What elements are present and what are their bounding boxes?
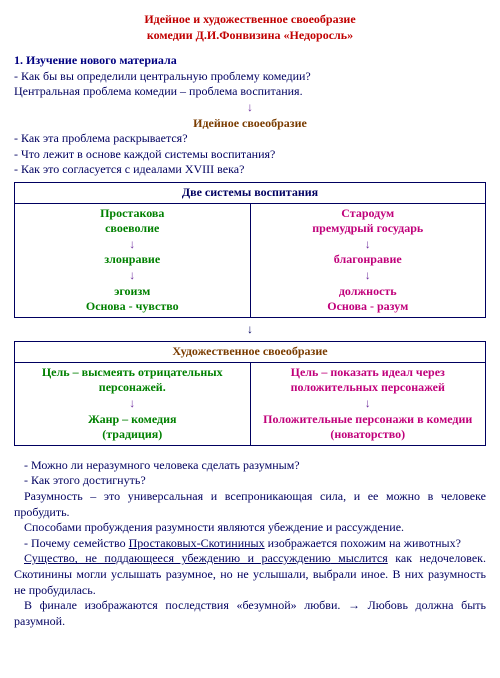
title-line1: Идейное и художественное своеобразие (144, 12, 355, 26)
arrow-down: ↓ (129, 237, 135, 251)
t2r1: Цель – показать идеал через положительны… (291, 365, 445, 395)
t1r2: премудрый государь (312, 221, 423, 235)
title-line2: комедии Д.И.Фонвизина «Недоросль» (147, 28, 353, 42)
t1l4: эгоизм (114, 284, 150, 298)
p5b: Простаковых-Скотининых (129, 536, 265, 550)
t2l2: Жанр – комедия (88, 412, 177, 426)
question-3: - Что лежит в основе каждой системы восп… (14, 147, 486, 163)
p6a: Существо, не поддающееся убеждению и рас… (24, 551, 331, 565)
t2l3: (традиция) (102, 427, 162, 441)
para-6: Существо, не поддающееся убеждению и рас… (14, 551, 486, 598)
arrow-down: ↓ (365, 237, 371, 251)
t1r4: должность (339, 284, 397, 298)
table1-left-cell: Простакова своеволие ↓ злонравие ↓ эгоиз… (15, 203, 251, 317)
table1-right-cell: Стародум премудрый государь ↓ благонрави… (250, 203, 486, 317)
t1l5: Основа - чувство (86, 299, 179, 313)
answer-1: Центральная проблема комедии – проблема … (14, 84, 486, 100)
t2r2: Положительные персонажи в комедии (263, 412, 472, 426)
arrow-down: ↓ (14, 100, 486, 116)
arrow-down: ↓ (365, 396, 371, 410)
para-2: - Как этого достигнуть? (14, 473, 486, 489)
p5c: изображается похожим на животных? (265, 536, 461, 550)
main-title: Идейное и художественное своеобразие ком… (14, 12, 486, 43)
arrow-down: ↓ (129, 396, 135, 410)
heading-ideological: Идейное своеобразие (14, 116, 486, 132)
t1r1: Стародум (341, 206, 394, 220)
table2-right-cell: Цель – показать идеал через положительны… (250, 362, 486, 445)
arrow-down: ↓ (14, 322, 486, 338)
table-two-systems: Две системы воспитания Простакова своево… (14, 182, 486, 318)
t2l1: Цель – высмеять отрицательных персонажей… (42, 365, 223, 395)
para-5: - Почему семейство Простаковых-Скотинины… (14, 536, 486, 552)
p5a: - Почему семейство (24, 536, 129, 550)
t1r3: благонравие (334, 252, 402, 266)
section-heading: 1. Изучение нового материала (14, 53, 486, 69)
t1l3: злонравие (104, 252, 160, 266)
para-7: В финале изображаются последствия «безум… (14, 598, 486, 629)
table2-left-cell: Цель – высмеять отрицательных персонажей… (15, 362, 251, 445)
table2-header: Художественное своеобразие (15, 342, 486, 363)
t1r5: Основа - разум (327, 299, 408, 313)
t1l2: своеволие (105, 221, 159, 235)
para-3: Разумность – это универсальная и всепрон… (14, 489, 486, 520)
table-artistic: Художественное своеобразие Цель – высмея… (14, 341, 486, 446)
arrow-down: ↓ (365, 268, 371, 282)
question-2: - Как эта проблема раскрывается? (14, 131, 486, 147)
arrow-down: ↓ (129, 268, 135, 282)
p6b: мыслится (331, 551, 388, 565)
question-4: - Как это согласуется с идеалами XVIII в… (14, 162, 486, 178)
t1l1: Простакова (100, 206, 164, 220)
table1-header: Две системы воспитания (15, 182, 486, 203)
para-4: Способами пробуждения разумности являютс… (14, 520, 486, 536)
question-1: - Как бы вы определили центральную пробл… (14, 69, 486, 85)
t2r3: (новаторство) (330, 427, 405, 441)
para-1: - Можно ли неразумного человека сделать … (14, 458, 486, 474)
